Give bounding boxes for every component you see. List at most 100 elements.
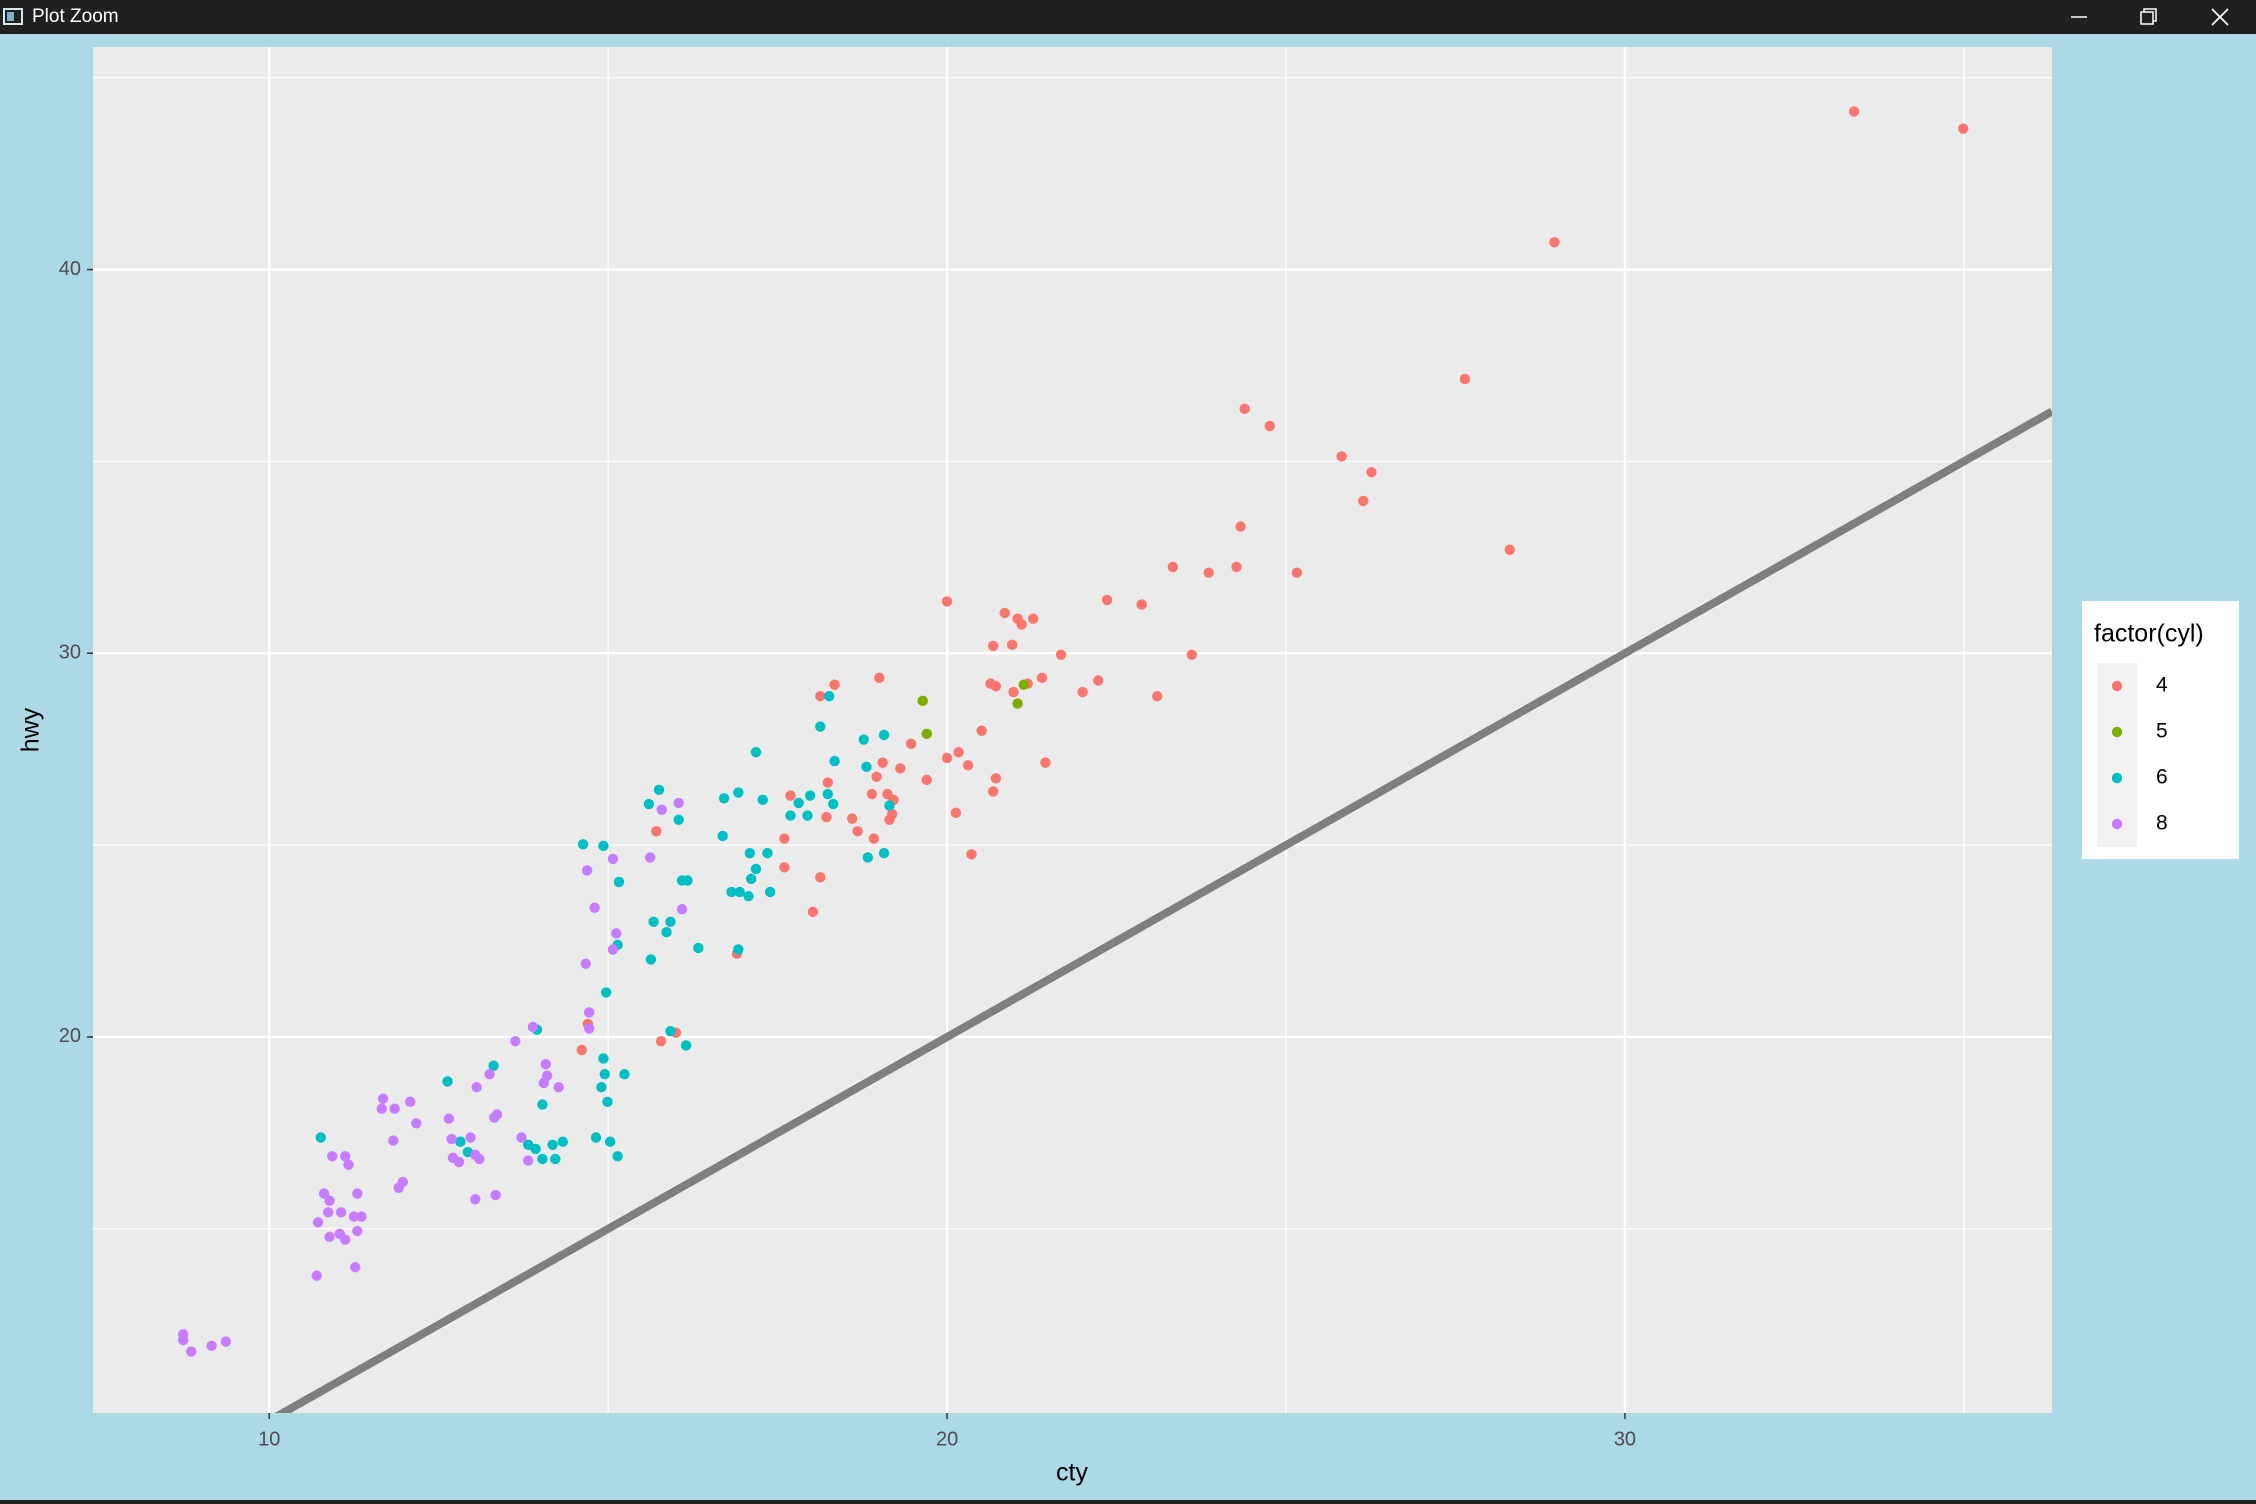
point [557, 1136, 568, 1147]
point [318, 1188, 330, 1199]
point [405, 1096, 416, 1108]
point [953, 747, 964, 758]
point [619, 1068, 630, 1080]
point [726, 886, 737, 898]
point [651, 826, 662, 837]
restore-button[interactable] [2118, 0, 2178, 34]
point [576, 1044, 587, 1056]
point [733, 787, 744, 798]
point [645, 954, 657, 965]
point [599, 1068, 610, 1080]
point [343, 1159, 354, 1170]
point [941, 752, 953, 764]
point [583, 1023, 595, 1034]
window-title: Plot Zoom [32, 6, 119, 27]
point [764, 886, 776, 898]
point [648, 916, 659, 928]
point [656, 804, 667, 816]
point [484, 1068, 495, 1080]
point [590, 1132, 602, 1143]
point [1167, 561, 1179, 573]
legend-label: 4 [2156, 674, 2168, 697]
point [1264, 420, 1275, 432]
point [1040, 757, 1051, 768]
y-axis-title: hwy [17, 707, 45, 752]
point [665, 916, 676, 928]
point [734, 886, 745, 898]
point [762, 847, 773, 859]
point [1958, 123, 1969, 134]
minimize-button[interactable] [2050, 0, 2110, 34]
point [976, 725, 987, 736]
legend-label: 5 [2156, 720, 2168, 743]
point [682, 875, 693, 886]
point [186, 1346, 197, 1357]
close-button[interactable] [2188, 0, 2256, 34]
point [665, 1026, 676, 1037]
point [471, 1082, 482, 1093]
point [580, 958, 592, 969]
y-tick-label: 20 [59, 1025, 81, 1047]
point [598, 840, 609, 852]
point [352, 1188, 363, 1199]
point [611, 928, 622, 939]
legend-label: 8 [2156, 812, 2168, 835]
point [311, 1270, 322, 1281]
point [693, 942, 704, 954]
point [411, 1118, 422, 1129]
point [335, 1207, 347, 1218]
point [653, 784, 665, 796]
point [1093, 675, 1104, 686]
point [661, 927, 672, 938]
point [1018, 679, 1029, 690]
point [1136, 599, 1147, 610]
point [878, 729, 890, 741]
point [822, 788, 833, 800]
point [868, 833, 880, 844]
point [673, 814, 684, 825]
point [537, 1099, 548, 1110]
point [589, 902, 600, 913]
point [607, 944, 619, 955]
point [878, 847, 890, 859]
point [643, 798, 655, 810]
point [537, 1153, 548, 1165]
point [465, 1132, 476, 1143]
point [862, 852, 873, 863]
point [376, 1103, 387, 1114]
point [1077, 686, 1088, 698]
point [510, 1035, 521, 1047]
point [987, 640, 999, 652]
point [220, 1336, 232, 1347]
point [815, 691, 826, 702]
point [785, 790, 796, 801]
point [1101, 594, 1113, 606]
plot-panel [93, 47, 2052, 1413]
point [1012, 698, 1023, 709]
point [921, 728, 932, 740]
point [474, 1153, 485, 1165]
point [990, 681, 1002, 692]
point [950, 807, 962, 819]
point [987, 786, 999, 797]
reference-line [274, 408, 2052, 1413]
point [852, 826, 863, 837]
point [327, 1151, 338, 1162]
point [323, 1207, 334, 1218]
point [673, 797, 684, 809]
point [550, 1153, 561, 1165]
point [828, 798, 839, 810]
point [446, 1133, 457, 1145]
point [966, 849, 977, 860]
x-tick-label: 20 [936, 1428, 958, 1450]
point [1459, 373, 1471, 385]
point [339, 1151, 351, 1162]
x-axis-title: cty [1056, 1459, 1088, 1487]
point [866, 788, 878, 800]
point [596, 1082, 607, 1093]
legend-marker [2111, 680, 2123, 692]
x-tick-label: 10 [258, 1428, 280, 1450]
point [1006, 639, 1018, 651]
point [1235, 521, 1246, 532]
